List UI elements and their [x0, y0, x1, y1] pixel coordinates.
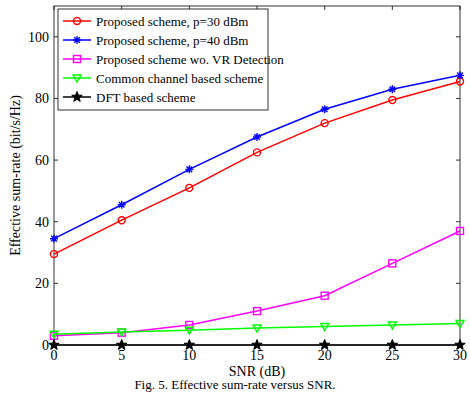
- x-tick: [324, 6, 325, 10]
- x-tick-label: 25: [385, 348, 399, 363]
- marker: [457, 227, 464, 234]
- legend-label: Common channel based scheme: [96, 71, 263, 86]
- y-tick: [54, 36, 58, 37]
- legend-label: Proposed scheme wo. VR Detection: [96, 52, 284, 67]
- legend-line: [63, 58, 91, 60]
- marker: [456, 320, 464, 327]
- marker: [456, 71, 464, 79]
- marker: [387, 340, 397, 350]
- y-tick: [54, 283, 58, 284]
- y-tick: [54, 160, 58, 161]
- plot-area: [49, 71, 465, 349]
- marker: [51, 251, 58, 258]
- marker: [185, 327, 193, 334]
- y-tick-label: 40: [35, 215, 49, 230]
- legend-label: DFT based scheme: [96, 90, 196, 105]
- marker: [455, 340, 465, 350]
- marker: [118, 329, 126, 336]
- y-tick: [54, 221, 58, 222]
- y-tick: [456, 98, 460, 99]
- y-tick: [54, 98, 58, 99]
- marker: [321, 292, 328, 299]
- plot-frame: [54, 6, 460, 345]
- marker: [388, 322, 396, 329]
- y-tick-label: 60: [35, 153, 49, 168]
- marker: [321, 324, 329, 331]
- marker: [116, 340, 126, 350]
- marker: [254, 149, 261, 156]
- y-tick-label: 100: [28, 30, 49, 45]
- y-tick: [456, 221, 460, 222]
- y-tick: [456, 160, 460, 161]
- marker: [321, 105, 329, 113]
- y-tick-label: 80: [35, 91, 49, 106]
- legend-line: [63, 20, 91, 22]
- series-line: [54, 231, 460, 336]
- legend-line: [63, 77, 91, 79]
- marker: [184, 340, 194, 350]
- legend-label: Proposed scheme, p=40 dBm: [96, 33, 248, 48]
- y-tick: [456, 36, 460, 37]
- marker: [49, 340, 59, 350]
- marker: [50, 235, 58, 243]
- legend-label: Proposed scheme, p=30 dBm: [96, 14, 248, 29]
- caption: Fig. 5. Effective sum-rate versus SNR.: [134, 377, 335, 392]
- marker: [321, 120, 328, 127]
- marker: [118, 201, 126, 209]
- y-tick-label: 0: [42, 338, 49, 353]
- y-tick: [456, 283, 460, 284]
- legend-marker: [72, 92, 82, 102]
- x-tick-label: 5: [118, 348, 125, 363]
- legend-marker: [73, 36, 81, 44]
- marker: [253, 325, 261, 332]
- marker: [389, 260, 396, 267]
- marker: [253, 133, 261, 141]
- marker: [252, 340, 262, 350]
- legend-marker: [73, 75, 81, 82]
- y-label: Effective sum-rate (bit/s/Hz): [8, 95, 24, 256]
- chart: 051015202530020406080100SNR (dB)Effectiv…: [0, 0, 470, 394]
- marker: [186, 184, 193, 191]
- marker: [118, 217, 125, 224]
- x-tick-label: 20: [318, 348, 332, 363]
- x-tick-label: 0: [51, 348, 58, 363]
- marker: [319, 340, 329, 350]
- marker: [388, 85, 396, 93]
- marker: [254, 308, 261, 315]
- marker: [389, 96, 396, 103]
- legend-marker: [74, 18, 81, 25]
- marker: [50, 331, 58, 338]
- x-tick: [460, 6, 461, 10]
- legend-items: Proposed scheme, p=30 dBm Proposed scheme…: [63, 14, 284, 105]
- series-line: [54, 323, 460, 334]
- marker: [185, 165, 193, 173]
- x-tick-label: 30: [453, 348, 467, 363]
- x-tick-label: 15: [250, 348, 264, 363]
- y-tick-label: 20: [35, 276, 49, 291]
- legend-marker: [74, 56, 81, 63]
- x-tick-label: 10: [182, 348, 196, 363]
- x-tick: [54, 6, 55, 10]
- x-tick: [392, 6, 393, 10]
